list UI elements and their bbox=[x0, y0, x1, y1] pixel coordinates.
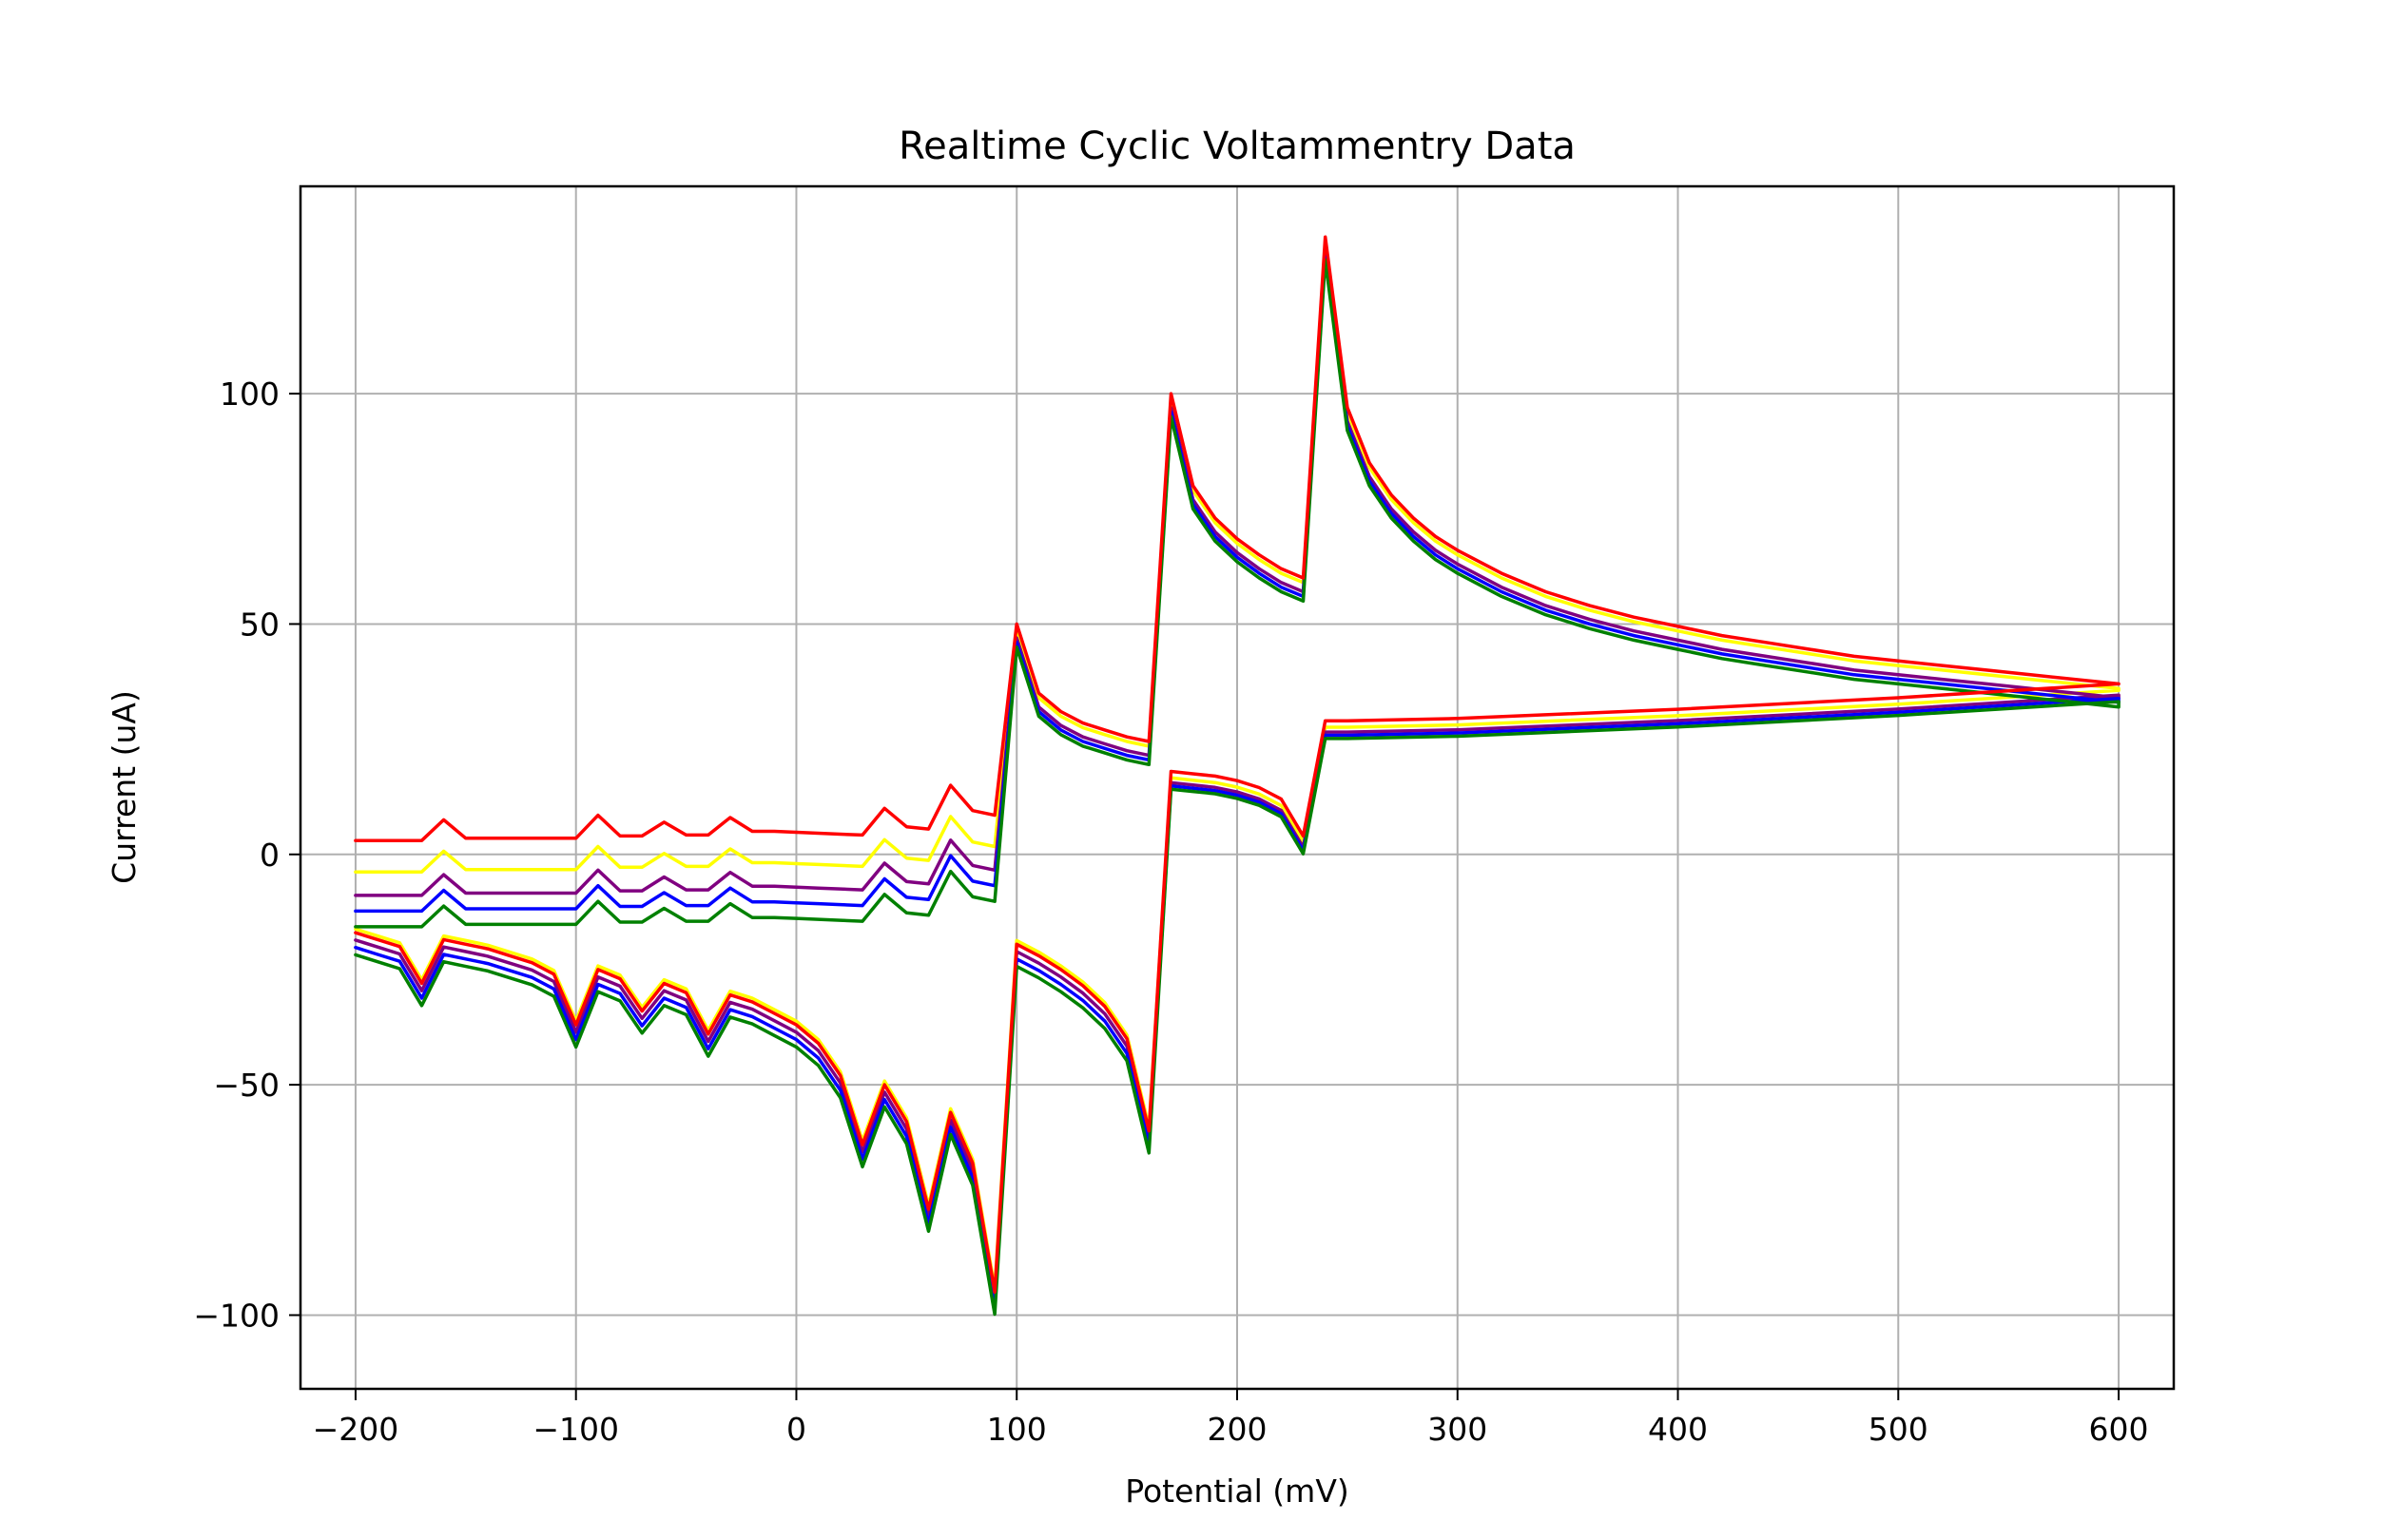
y-tick-label: 100 bbox=[220, 375, 280, 413]
x-axis-label: Potential (mV) bbox=[1125, 1473, 1349, 1510]
x-tick-label: 100 bbox=[987, 1411, 1047, 1448]
chart-title: Realtime Cyclic Voltammentry Data bbox=[899, 125, 1576, 168]
series-line-1 bbox=[354, 249, 2121, 1301]
x-axis: −200 −100 0 100 200 300 400 500 600 bbox=[313, 1389, 2149, 1448]
x-tick-label: −100 bbox=[533, 1411, 619, 1448]
series-line-0 bbox=[354, 240, 2121, 1291]
y-tick-label: 50 bbox=[240, 606, 280, 643]
x-tick-label: 500 bbox=[1869, 1411, 1928, 1448]
y-tick-label: −100 bbox=[193, 1297, 280, 1334]
x-tick-label: 400 bbox=[1648, 1411, 1708, 1448]
series-group bbox=[354, 235, 2121, 1317]
y-axis: −100 −50 0 50 100 bbox=[193, 375, 300, 1334]
x-tick-label: 0 bbox=[786, 1411, 806, 1448]
series-line-4 bbox=[354, 235, 2121, 1294]
y-tick-label: 0 bbox=[260, 837, 280, 874]
x-tick-label: −200 bbox=[313, 1411, 399, 1448]
y-tick-label: −50 bbox=[213, 1067, 280, 1104]
y-axis-label: Current (uA) bbox=[106, 690, 143, 884]
x-tick-label: 300 bbox=[1427, 1411, 1487, 1448]
x-tick-label: 600 bbox=[2089, 1411, 2149, 1448]
series-line-3 bbox=[354, 258, 2121, 1317]
x-tick-label: 200 bbox=[1208, 1411, 1268, 1448]
series-line-2 bbox=[354, 253, 2121, 1309]
